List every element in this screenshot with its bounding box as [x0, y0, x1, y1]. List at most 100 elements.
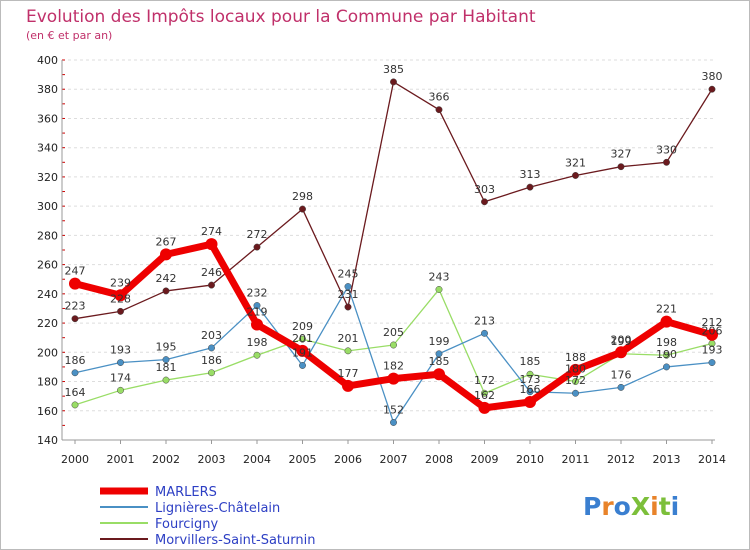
data-label: 177	[338, 367, 359, 380]
data-label: 380	[702, 70, 723, 83]
x-tick-label: 2002	[152, 453, 180, 466]
data-label: 313	[520, 168, 541, 181]
data-label: 385	[383, 63, 404, 76]
data-label: 201	[292, 332, 313, 345]
data-label: 212	[702, 316, 723, 329]
data-point	[435, 350, 443, 358]
x-tick-label: 2001	[107, 453, 135, 466]
data-point	[71, 369, 79, 377]
x-tick-label: 2008	[425, 453, 453, 466]
data-label: 213	[474, 314, 495, 327]
y-tick-label: 140	[37, 434, 58, 447]
data-label: 247	[65, 265, 86, 278]
data-label: 185	[520, 355, 541, 368]
data-point	[387, 372, 400, 385]
data-label: 188	[565, 351, 586, 364]
data-label: 200	[611, 333, 632, 346]
data-point	[435, 106, 443, 114]
x-tick-label: 2014	[698, 453, 726, 466]
data-point	[208, 281, 215, 289]
data-point	[299, 362, 306, 369]
data-point	[390, 341, 397, 349]
data-point	[344, 347, 352, 355]
y-tick-label: 380	[37, 83, 58, 96]
data-label: 191	[292, 346, 313, 359]
data-label: 239	[110, 276, 131, 289]
data-point	[390, 78, 397, 86]
x-tick-label: 2009	[471, 453, 499, 466]
proxiti-logo: ProXiti	[583, 492, 679, 521]
data-point	[390, 419, 397, 426]
legend-label: Lignières-Châtelain	[155, 501, 280, 516]
data-label: 173	[520, 373, 541, 386]
x-tick-label: 2011	[562, 453, 590, 466]
legend-label: MARLERS	[155, 485, 217, 500]
data-point	[706, 328, 718, 341]
data-point	[208, 344, 215, 352]
data-label: 327	[611, 148, 632, 161]
data-point	[117, 359, 124, 366]
data-point	[253, 351, 261, 359]
data-label: 221	[656, 303, 677, 316]
data-label: 223	[65, 300, 86, 313]
logo-text: ProXiti	[583, 492, 679, 521]
x-tick-label: 2006	[334, 453, 362, 466]
data-label: 243	[429, 270, 450, 283]
data-label: 176	[611, 368, 632, 381]
data-label: 152	[383, 403, 404, 416]
data-label: 185	[429, 355, 450, 368]
data-point	[481, 198, 488, 206]
data-point	[342, 379, 354, 392]
data-point	[617, 163, 625, 171]
y-tick-label: 340	[37, 142, 58, 155]
data-label: 219	[247, 306, 268, 319]
data-point	[299, 205, 306, 213]
data-point	[478, 401, 491, 414]
data-label: 228	[110, 292, 131, 305]
data-point	[253, 243, 261, 251]
data-point	[617, 383, 625, 391]
data-label: 303	[474, 183, 495, 196]
data-point	[71, 401, 79, 409]
x-tick-label: 2000	[61, 453, 89, 466]
data-point	[526, 183, 534, 191]
data-label: 186	[65, 354, 86, 367]
data-point	[481, 389, 488, 397]
data-label: 166	[520, 383, 541, 396]
data-label: 321	[565, 156, 586, 169]
data-point	[435, 286, 443, 293]
legend-label: Morvillers-Saint-Saturnin	[155, 533, 315, 548]
data-label: 193	[702, 344, 723, 357]
data-point	[299, 335, 306, 343]
x-tick-label: 2012	[607, 453, 635, 466]
data-point	[572, 389, 579, 397]
data-point	[663, 363, 670, 371]
data-point	[162, 287, 170, 295]
data-label: 206	[702, 325, 723, 338]
data-point	[71, 315, 79, 323]
data-point	[114, 289, 127, 302]
legend-label: Fourcigny	[155, 517, 219, 532]
y-tick-label: 320	[37, 171, 58, 184]
y-tick-label: 360	[37, 112, 58, 125]
data-point	[660, 315, 673, 328]
data-label: 172	[474, 374, 495, 387]
data-label: 242	[156, 272, 177, 285]
data-point	[344, 283, 352, 290]
data-point	[708, 85, 716, 93]
data-point	[344, 303, 352, 311]
data-point	[663, 158, 670, 166]
data-label: 366	[429, 91, 450, 104]
data-label: 298	[292, 190, 313, 203]
y-tick-label: 200	[37, 346, 58, 359]
data-label: 193	[110, 344, 131, 357]
data-point	[69, 277, 81, 290]
data-label: 201	[338, 332, 359, 345]
data-point	[569, 363, 582, 376]
data-label: 267	[156, 235, 177, 248]
data-point	[208, 369, 215, 377]
data-label: 199	[611, 335, 632, 348]
data-label: 231	[338, 288, 359, 301]
